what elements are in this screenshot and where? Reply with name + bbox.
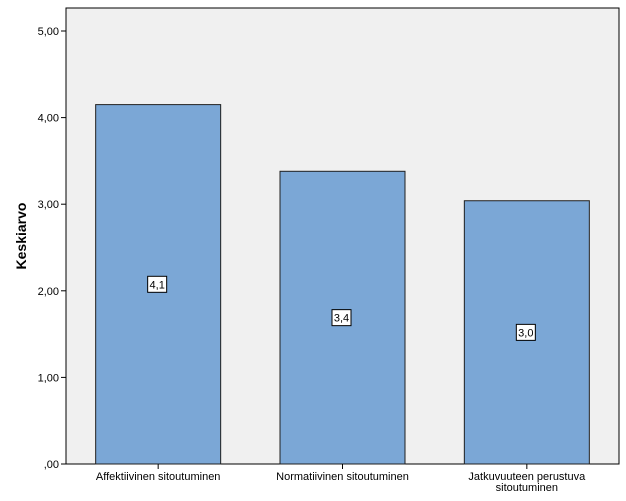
data-label-box	[515, 323, 536, 341]
x-category-label: Jatkuvuuteen perustuva sitoutuminen	[468, 471, 586, 494]
data-label: 3,0	[518, 327, 533, 339]
y-tick-label: 1,00	[38, 372, 59, 384]
x-category-label: Affektiivinen sitoutuminen	[96, 471, 221, 483]
x-category-label: Normatiivinen sitoutuminen	[276, 471, 409, 483]
y-axis-title: Keskiarvo	[13, 203, 29, 270]
data-label-box	[331, 309, 352, 327]
y-tick-label: 2,00	[38, 286, 59, 298]
y-tick-label: ,00	[44, 459, 59, 471]
y-tick-label: 5,00	[38, 26, 59, 38]
data-label-box	[147, 275, 168, 293]
y-tick-label: 4,00	[38, 113, 59, 125]
y-tick-label: 3,00	[38, 199, 59, 211]
data-label: 3,4	[334, 313, 349, 325]
data-label: 4,1	[150, 279, 165, 291]
